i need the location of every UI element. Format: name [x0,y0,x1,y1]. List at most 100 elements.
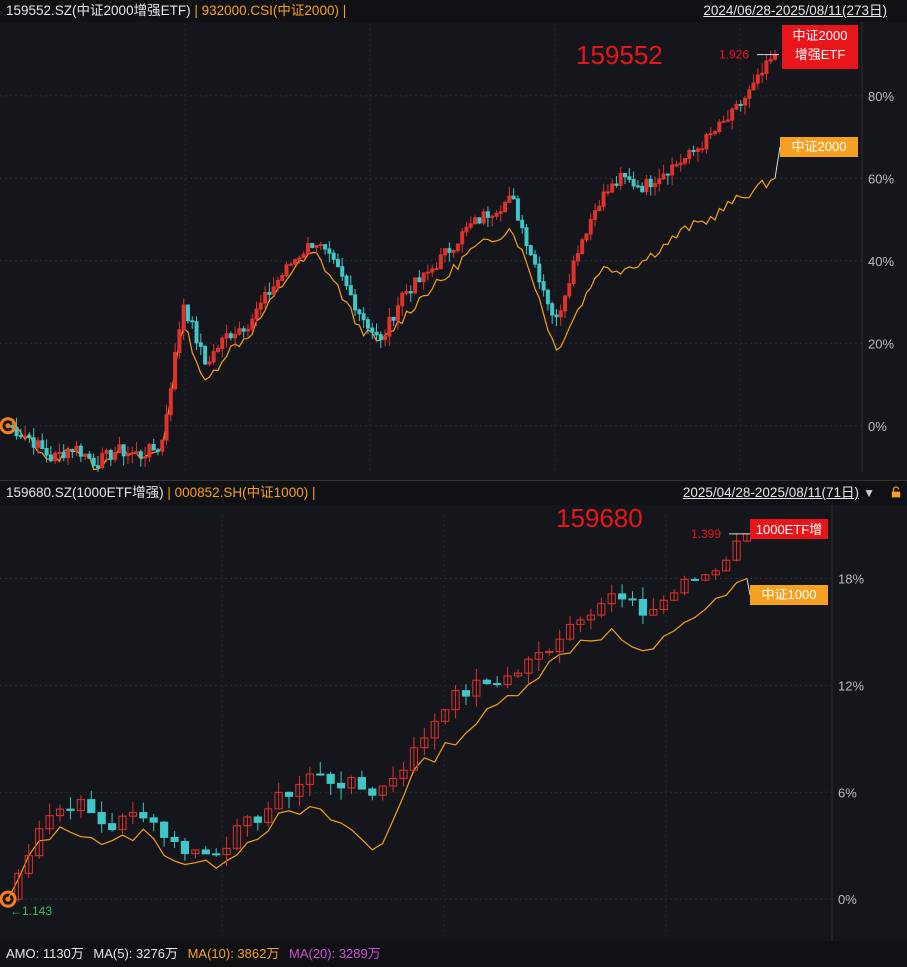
y-tick-label: 40% [868,254,894,269]
candle-body [584,233,589,241]
amo-label[interactable]: AMO: 1130万 [6,946,84,961]
candle-body [610,183,615,193]
candle-body [336,782,346,789]
candle-body [670,164,675,176]
candle-body [203,345,208,365]
candle-body [597,603,606,616]
candle-body [586,614,595,621]
candle-body [314,244,319,248]
candle-body [503,675,512,686]
candle-body [48,454,53,462]
candle-body [113,452,118,460]
candle-body [76,799,85,811]
candle-body [237,328,242,335]
candle-body [228,333,233,339]
panel2-compare[interactable]: 000852.SH(中证1000) [174,485,309,500]
candle-body [301,253,306,259]
candle-body [447,248,452,253]
candle-body [318,244,323,247]
candle-body [293,259,298,265]
y-tick-label: 80% [868,89,894,104]
candle-body [139,812,148,819]
candle-body [66,808,75,811]
panel1-compare[interactable]: 932000.CSI(中证2000) [201,3,339,18]
ma5-label[interactable]: MA(5): 3276万 [93,946,178,961]
candle-body [24,855,33,874]
candle-body [383,335,388,341]
candle-body [326,773,335,784]
candle-body [263,292,268,304]
candle-body [245,328,250,332]
candle-body [738,103,743,106]
candle-body [107,823,117,831]
candle-body [545,651,554,654]
candle-body [340,266,345,277]
candle-body [413,277,418,294]
candle-body [258,302,263,310]
candle-body [207,361,212,365]
candle-body [708,133,713,136]
ma10-label[interactable]: MA(10): 3862万 [187,946,280,961]
candle-body [61,451,66,459]
candle-body [108,450,113,460]
ma20-label[interactable]: MA(20): 3289万 [288,946,381,961]
candle-body [665,173,670,176]
candle-body [190,320,195,323]
candle-body [417,277,422,283]
candle-body [23,435,28,438]
candle-body [558,310,563,318]
candle-body [670,592,679,601]
last-value-label: 1.926 [719,48,749,62]
dropdown-triangle-icon[interactable]: ▼ [863,486,875,500]
candle-body [327,248,332,254]
candle-body [631,178,636,187]
panel1-chart[interactable]: 80%60%40%20%0%159552←0.9201.926中证2000增强E… [0,22,907,472]
candle-body [365,319,370,329]
candle-body [464,226,469,233]
candle-body [130,452,135,455]
y-tick-label: 18% [838,571,864,586]
candle-body [588,218,593,235]
start-marker-dot [5,896,11,902]
index-series-tag [750,585,828,605]
candle-body [55,808,65,817]
candle-body [430,268,435,273]
panel2-symbol[interactable]: 159680.SZ(1000ETF增强) [6,485,164,500]
candle-body [347,777,356,789]
candle-body [40,440,45,450]
start-marker-dot [5,423,11,429]
panel1-header: 159552.SZ(中证2000增强ETF) | 932000.CSI(中证20… [0,0,907,22]
candle-body [623,172,628,178]
etf-series-tag-text: 中证2000 [793,28,848,43]
candle-body [275,280,280,288]
candle-body [580,239,585,255]
candle-body [482,679,491,685]
etf-series-tag [750,519,828,539]
candle-body [520,219,525,229]
candle-body [168,388,173,416]
candle-body [177,329,182,353]
candle-body [409,747,419,771]
panel1-symbol[interactable]: 159552.SZ(中证2000增强ETF) [6,3,191,18]
panel2-date-range[interactable]: 2025/04/28-2025/08/11(71日) [682,485,859,500]
y-tick-label: 0% [838,892,857,907]
candle-body [14,872,23,900]
panel1-date-range[interactable]: 2024/06/28-2025/08/11(273日) [703,3,887,18]
candle-body [513,672,523,677]
candle-body [125,453,130,457]
candle-body [160,821,169,838]
candle-body [78,445,83,457]
candle-body [284,791,294,797]
candle-body [704,133,709,150]
panel2-chart[interactable]: 18% 12% 6% 0% 159680 ←1.143 1.399 1000ETF增中证100… [0,505,907,941]
candle-body [533,254,538,265]
candle-body [627,176,632,180]
candle-body [571,260,576,285]
etf-series-tag-text: 增强ETF [795,47,846,62]
candle-body [155,449,160,452]
candle-body [36,440,40,448]
candle-body [370,327,375,333]
candle-body [690,578,700,581]
candle-body [434,268,439,271]
lock-icon[interactable] [891,486,901,498]
